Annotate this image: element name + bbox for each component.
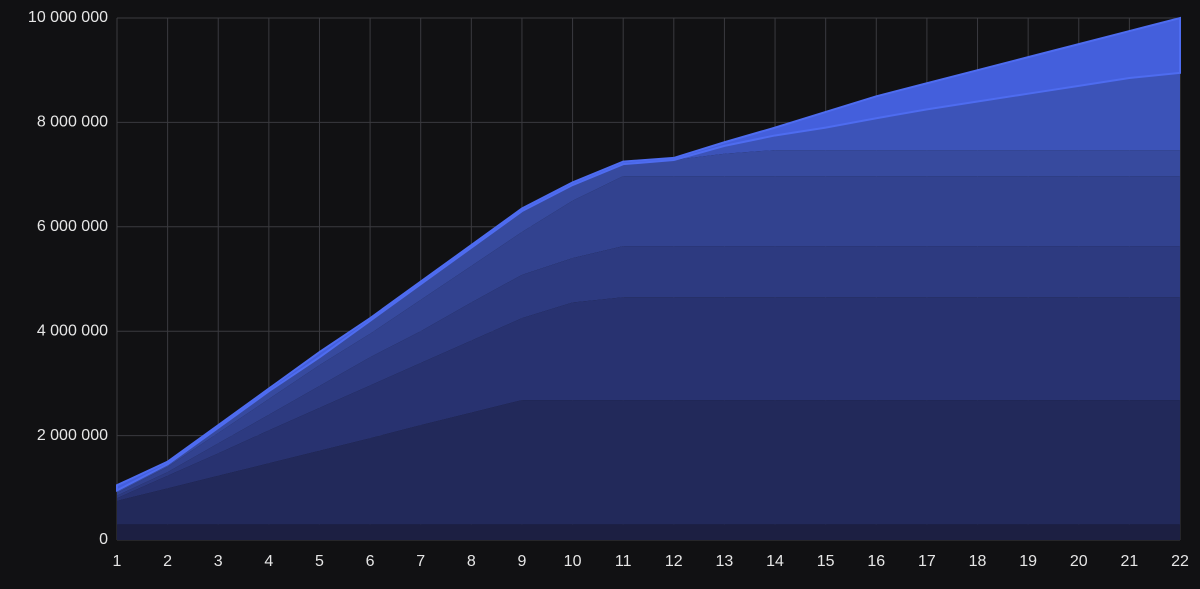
x-tick-label: 20 [1070,553,1088,570]
x-tick-label: 9 [517,553,526,570]
y-tick-label: 0 [99,531,108,548]
x-tick-label: 3 [214,553,223,570]
x-tick-label: 12 [665,553,683,570]
area [117,524,1180,540]
area [117,72,1180,491]
area [116,16,1181,493]
y-tick-label: 4 000 000 [37,322,108,339]
x-tick-label: 18 [969,553,987,570]
x-tick-label: 19 [1019,553,1037,570]
x-tick-label: 14 [766,553,784,570]
x-tick-label: 15 [817,553,835,570]
x-tick-label: 2 [163,553,172,570]
x-tick-label: 5 [315,553,324,570]
x-tick-label: 21 [1120,553,1138,570]
x-tick-label: 11 [615,553,632,570]
x-tick-label: 8 [467,553,476,570]
area [117,176,1180,496]
y-tick-label: 8 000 000 [37,114,108,131]
x-tick-label: 10 [564,553,582,570]
area [117,297,1180,501]
x-tick-label: 4 [264,553,273,570]
y-tick-label: 10 000 000 [28,9,108,26]
y-tick-label: 2 000 000 [37,427,108,444]
x-tick-label: 13 [716,553,734,570]
area [117,400,1180,525]
area [117,246,1180,499]
x-tick-label: 22 [1171,553,1189,570]
x-tick-label: 16 [867,553,885,570]
y-tick-label: 6 000 000 [37,218,108,235]
x-tick-label: 17 [918,553,936,570]
x-tick-label: 1 [113,553,122,570]
x-tick-label: 6 [366,553,375,570]
x-tick-label: 7 [416,553,425,570]
